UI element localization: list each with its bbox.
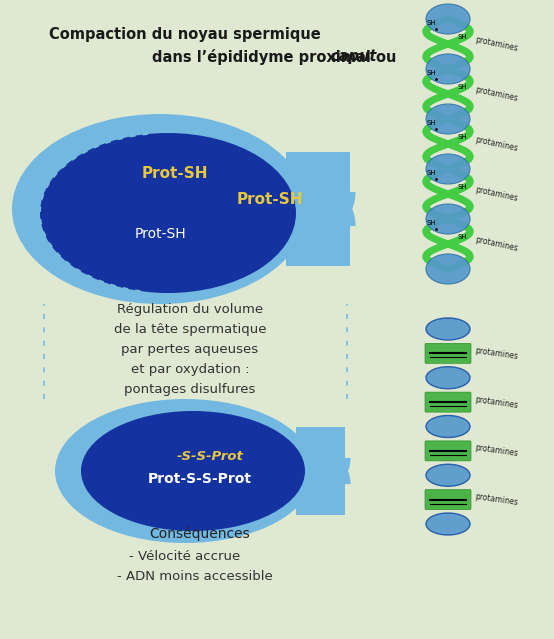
Ellipse shape: [426, 154, 470, 184]
Text: - Vélocité accrue: - Vélocité accrue: [130, 551, 240, 564]
Ellipse shape: [426, 54, 470, 84]
Text: protamines: protamines: [474, 395, 519, 410]
Text: SH: SH: [458, 84, 468, 90]
Text: protamines: protamines: [474, 135, 519, 153]
Text: protamines: protamines: [474, 235, 519, 253]
Text: Conséquences: Conséquences: [150, 527, 250, 541]
FancyBboxPatch shape: [425, 392, 471, 412]
Ellipse shape: [426, 104, 470, 134]
FancyBboxPatch shape: [425, 441, 471, 461]
Text: Prot-SH: Prot-SH: [134, 227, 186, 241]
Text: SH: SH: [458, 134, 468, 140]
Text: protamines: protamines: [474, 492, 519, 507]
Ellipse shape: [81, 411, 305, 531]
Text: SH: SH: [458, 234, 468, 240]
Text: Compaction du noyau spermique: Compaction du noyau spermique: [49, 26, 321, 42]
Ellipse shape: [40, 133, 296, 293]
Text: protamines: protamines: [474, 443, 519, 458]
Bar: [286, 152, 350, 266]
Ellipse shape: [426, 318, 470, 340]
Ellipse shape: [12, 114, 308, 304]
Text: SH: SH: [427, 120, 436, 126]
Text: -S-S-Prot: -S-S-Prot: [177, 450, 243, 463]
Text: protamines: protamines: [474, 35, 519, 53]
Text: SH: SH: [427, 220, 436, 226]
FancyBboxPatch shape: [425, 343, 471, 364]
Ellipse shape: [55, 399, 315, 543]
Ellipse shape: [426, 367, 470, 389]
Text: Prot-SH: Prot-SH: [142, 167, 208, 181]
Text: Régulation du volume
de la tête spermatique
par pertes aqueuses
et par oxydation: Régulation du volume de la tête spermati…: [114, 302, 266, 396]
Ellipse shape: [426, 415, 470, 438]
Ellipse shape: [426, 465, 470, 486]
Text: protamines: protamines: [474, 85, 519, 103]
Text: SH: SH: [427, 20, 436, 26]
Text: - ADN moins accessible: - ADN moins accessible: [117, 571, 273, 583]
Ellipse shape: [426, 254, 470, 284]
FancyBboxPatch shape: [425, 489, 471, 510]
Text: protamines: protamines: [474, 185, 519, 203]
Ellipse shape: [426, 513, 470, 535]
Text: dans l’épididyme proximal ou: dans l’épididyme proximal ou: [152, 49, 402, 65]
Text: SH: SH: [458, 184, 468, 190]
Text: Prot-S-S-Prot: Prot-S-S-Prot: [148, 472, 252, 486]
Ellipse shape: [426, 204, 470, 234]
Text: SH: SH: [427, 70, 436, 76]
Text: SH: SH: [427, 170, 436, 176]
Ellipse shape: [426, 4, 470, 34]
Bar: [295, 427, 345, 515]
Text: SH: SH: [458, 34, 468, 40]
Text: caput: caput: [330, 49, 376, 65]
Text: protamines: protamines: [474, 346, 519, 361]
Text: Prot-SH: Prot-SH: [237, 192, 303, 206]
